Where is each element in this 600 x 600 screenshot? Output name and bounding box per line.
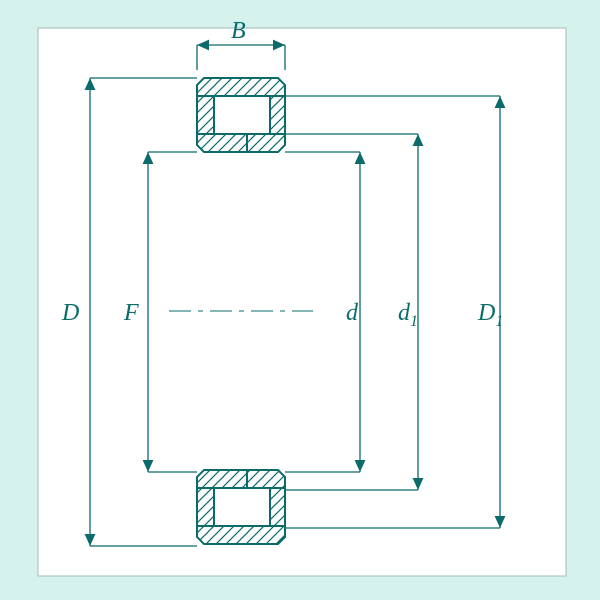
dim-label: d (346, 300, 359, 326)
bearing-diagram: BDFdd1D1 (0, 0, 600, 600)
dim-label: F (123, 300, 139, 326)
dim-label: D (61, 300, 79, 326)
roller-pocket (214, 96, 270, 134)
roller-pocket (214, 488, 270, 526)
dim-label: B (231, 18, 246, 44)
